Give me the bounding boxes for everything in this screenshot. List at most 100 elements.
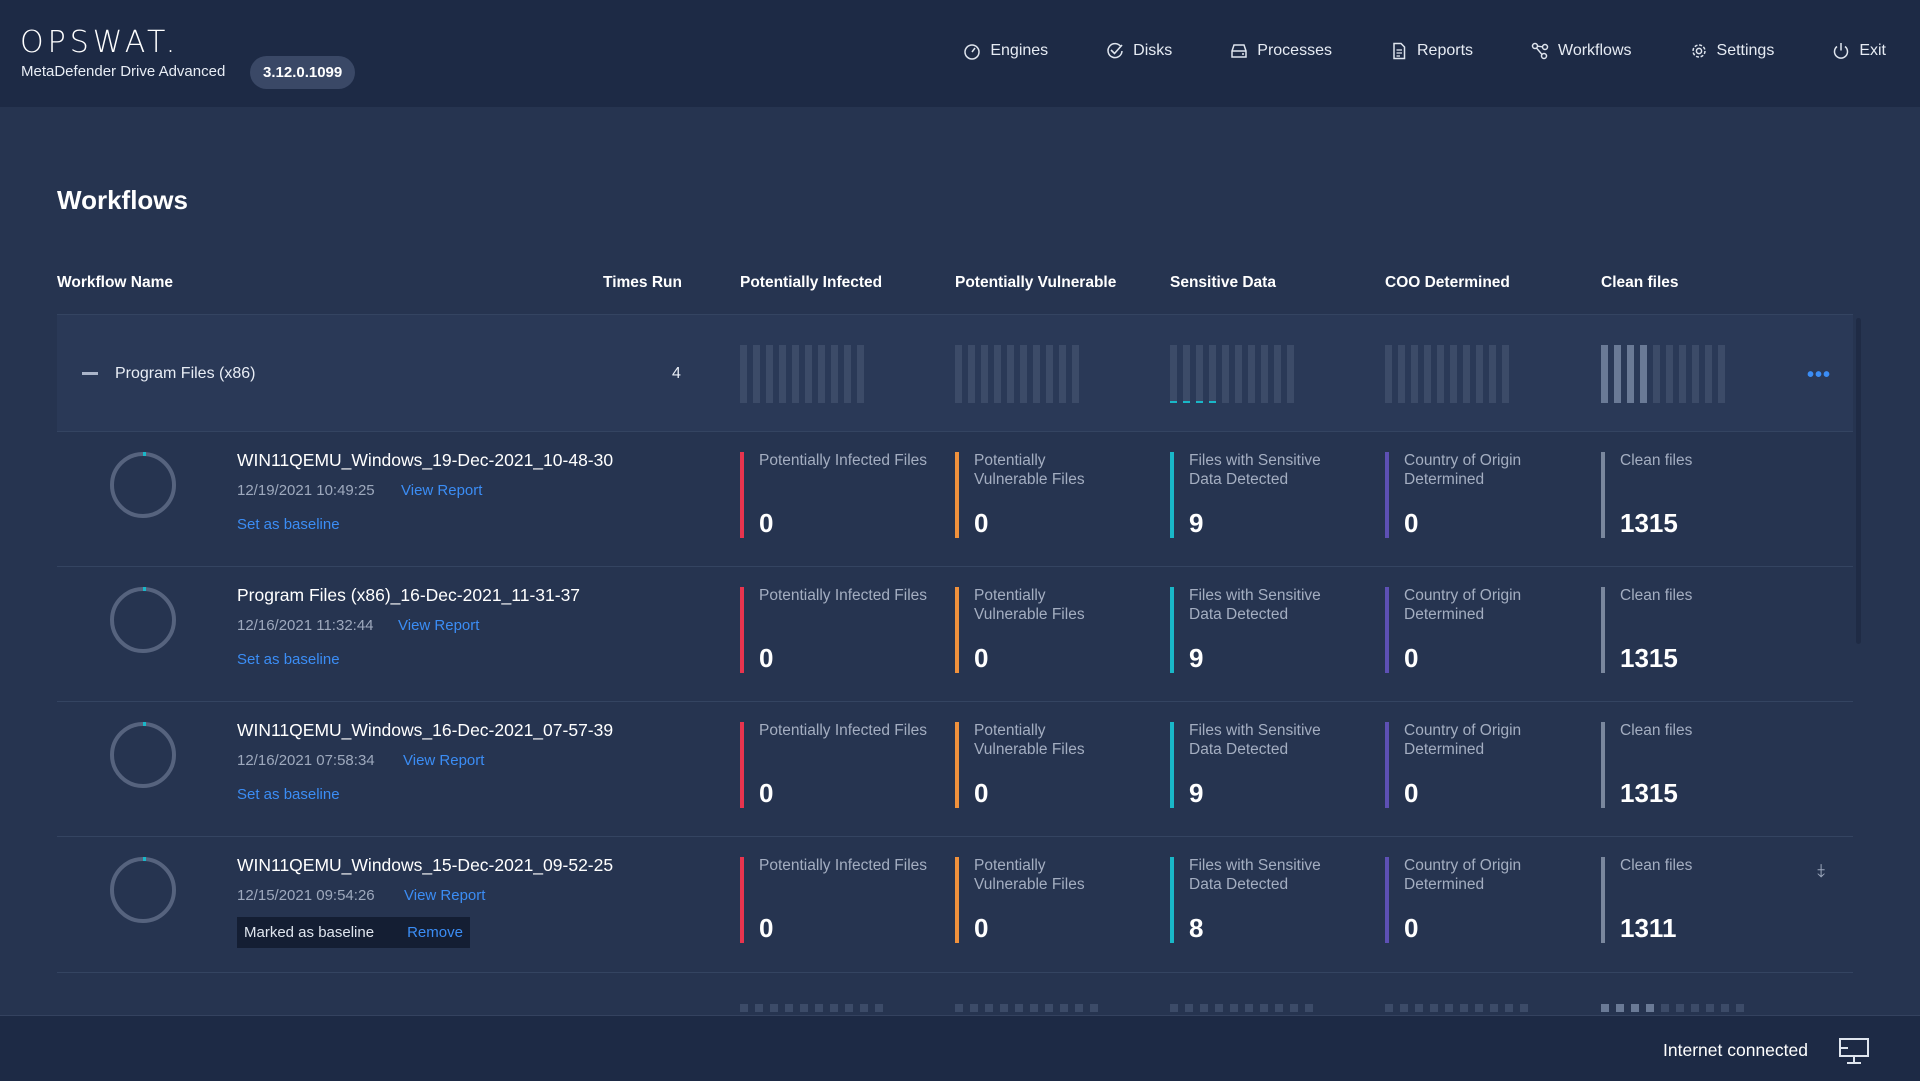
metric-label: Country of Origin Determined: [1404, 587, 1522, 623]
more-options-icon[interactable]: •••: [1807, 364, 1832, 386]
metric-value: 9: [1189, 778, 1204, 808]
nav-workflows-label: Workflows: [1558, 42, 1632, 59]
nav-workflows[interactable]: Workflows: [1531, 42, 1632, 60]
scrollbar[interactable]: [1856, 318, 1861, 644]
progress-ring-icon: [110, 857, 176, 923]
next-group-sparkline: [955, 1004, 1098, 1012]
metric-label: Country of Origin Determined: [1404, 722, 1522, 758]
metric-value: 0: [759, 643, 774, 673]
run-name: Program Files (x86)_16-Dec-2021_11-31-37: [237, 585, 581, 605]
next-group-sparkline: [1601, 1004, 1744, 1012]
infected-sparkline: [740, 345, 864, 403]
view-report-link[interactable]: View Report: [403, 752, 485, 769]
pin-icon[interactable]: ⤈: [1817, 860, 1825, 880]
run-date: 12/19/2021 10:49:25: [237, 482, 375, 499]
power-icon: [1834, 43, 1849, 59]
nav-reports[interactable]: Reports: [1390, 42, 1473, 60]
nav-reports-label: Reports: [1416, 42, 1474, 59]
metric-label: Potentially Infected Files: [759, 452, 928, 469]
metric-label: Clean files: [1620, 452, 1693, 469]
workflow-group-row[interactable]: Program Files (x86) 4 •••: [57, 314, 1853, 432]
next-group-sparkline: [1385, 1004, 1528, 1012]
metric-clean: Clean files 1315: [1601, 722, 1791, 808]
logo-text: OPSWAT.: [20, 25, 180, 60]
run-name: WIN11QEMU_Windows_15-Dec-2021_09-52-25: [237, 855, 614, 875]
metric-sensitive: Files with Sensitive Data Detected 8: [1170, 857, 1360, 943]
metric-infected: Potentially Infected Files 0: [740, 722, 930, 808]
col-potentially-infected[interactable]: Potentially Infected: [740, 274, 883, 291]
times-run-value: 4: [672, 365, 681, 382]
metric-value: 0: [1404, 643, 1419, 673]
baseline-badge: Marked as baseline Remove: [237, 917, 470, 948]
metric-sensitive: Files with Sensitive Data Detected 9: [1170, 452, 1360, 538]
run-row: WIN11QEMU_Windows_16-Dec-2021_07-57-39 1…: [57, 701, 1853, 837]
table-header: Workflow Name Times Run Potentially Infe…: [57, 274, 1853, 298]
metric-label: Files with Sensitive Data Detected: [1189, 857, 1321, 893]
run-row: Program Files (x86)_16-Dec-2021_11-31-37…: [57, 566, 1853, 702]
metric-value: 1315: [1620, 778, 1678, 808]
monitor-icon: [1839, 1038, 1869, 1064]
run-name: WIN11QEMU_Windows_19-Dec-2021_10-48-30: [237, 450, 614, 470]
metric-label: Potentially Infected Files: [759, 722, 928, 739]
metric-coo: Country of Origin Determined 0: [1385, 857, 1575, 943]
metric-label: Potentially Vulnerable Files: [974, 857, 1085, 893]
metric-value: 9: [1189, 643, 1204, 673]
nav-engines[interactable]: Engines: [963, 42, 1048, 60]
metric-value: 8: [1189, 913, 1204, 943]
metric-label: Country of Origin Determined: [1404, 452, 1522, 488]
set-baseline-link[interactable]: Set as baseline: [237, 786, 340, 803]
metric-label: Potentially Vulnerable Files: [974, 722, 1085, 758]
set-baseline-link[interactable]: Set as baseline: [237, 516, 340, 533]
metric-value: 0: [974, 913, 989, 943]
metric-value: 0: [1404, 508, 1419, 538]
baseline-status: Marked as baseline: [244, 924, 375, 941]
nav-settings[interactable]: Settings: [1690, 42, 1775, 60]
metric-clean: Clean files 1311: [1601, 857, 1791, 943]
connection-status: Internet connected: [1663, 1040, 1808, 1060]
run-row-baseline: WIN11QEMU_Windows_15-Dec-2021_09-52-25 1…: [57, 836, 1853, 973]
opswat-logo: OPSWAT.: [20, 28, 179, 58]
metric-value: 0: [1404, 913, 1419, 943]
metric-value: 0: [974, 778, 989, 808]
nav-disks-label: Disks: [1133, 42, 1173, 59]
run-date: 12/15/2021 09:54:26: [237, 887, 375, 904]
view-report-link[interactable]: View Report: [398, 617, 480, 634]
remove-baseline-link[interactable]: Remove: [407, 924, 463, 941]
metric-value: 9: [1189, 508, 1204, 538]
document-icon: [1393, 42, 1406, 60]
next-group-sparkline: [740, 1004, 883, 1012]
progress-ring-icon: [110, 587, 176, 653]
metric-value: 0: [759, 913, 774, 943]
col-clean-files[interactable]: Clean files: [1601, 274, 1679, 291]
metric-value: 0: [759, 778, 774, 808]
metric-value: 1311: [1620, 913, 1677, 943]
metric-label: Potentially Infected Files: [759, 857, 928, 874]
nav-processes[interactable]: Processes: [1230, 42, 1332, 60]
view-report-link[interactable]: View Report: [404, 887, 486, 904]
next-group-sparkline: [1170, 1004, 1313, 1012]
col-potentially-vulnerable[interactable]: Potentially Vulnerable: [955, 274, 1117, 291]
coo-sparkline: [1385, 345, 1509, 403]
nav-exit[interactable]: Exit: [1832, 42, 1886, 60]
metric-infected: Potentially Infected Files 0: [740, 587, 930, 673]
metric-coo: Country of Origin Determined 0: [1385, 587, 1575, 673]
metric-label: Files with Sensitive Data Detected: [1189, 452, 1321, 488]
col-times-run[interactable]: Times Run: [603, 274, 682, 291]
metric-label: Potentially Infected Files: [759, 587, 928, 604]
col-sensitive-data[interactable]: Sensitive Data: [1170, 274, 1276, 291]
collapse-icon[interactable]: [82, 372, 98, 375]
metric-value: 0: [759, 508, 774, 538]
run-date: 12/16/2021 07:58:34: [237, 752, 375, 769]
nav-exit-label: Exit: [1859, 42, 1886, 59]
set-baseline-link[interactable]: Set as baseline: [237, 651, 340, 668]
page-title: Workflows: [57, 185, 188, 215]
nav-settings-label: Settings: [1716, 42, 1775, 59]
col-coo-determined[interactable]: COO Determined: [1385, 274, 1510, 291]
view-report-link[interactable]: View Report: [401, 482, 483, 499]
metric-vulnerable: Potentially Vulnerable Files 0: [955, 587, 1145, 673]
nav-disks[interactable]: Disks: [1106, 42, 1172, 60]
metric-value: 1315: [1620, 508, 1678, 538]
main-nav: Engines Disks Processes Reports Workflow…: [905, 42, 1886, 60]
top-header: OPSWAT. MetaDefender Drive Advanced 3.12…: [0, 0, 1920, 107]
col-workflow-name[interactable]: Workflow Name: [57, 274, 173, 291]
